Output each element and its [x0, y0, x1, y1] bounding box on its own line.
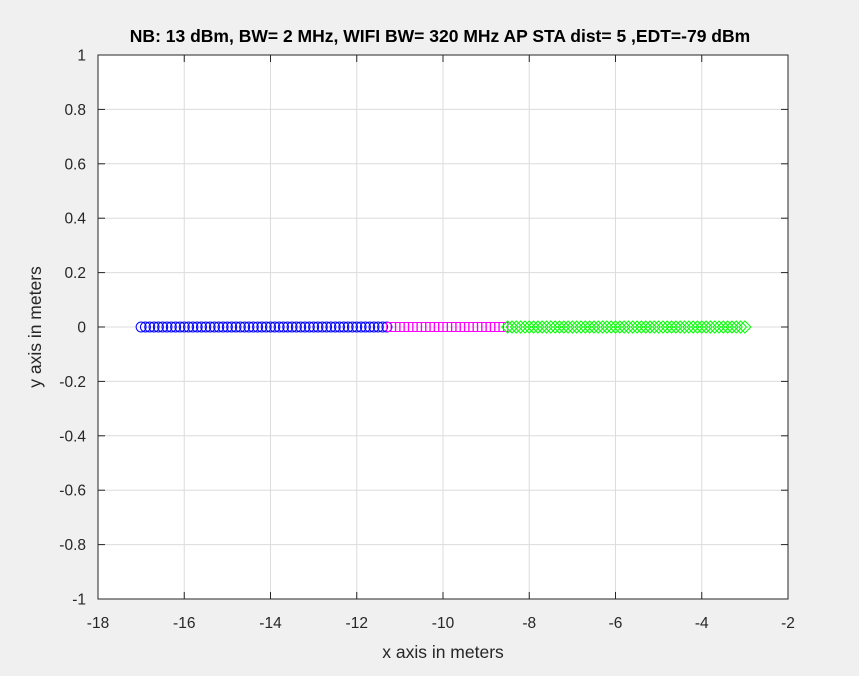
series-square	[386, 322, 509, 332]
y-tick-label: -0.2	[59, 374, 86, 391]
data-point	[234, 321, 246, 333]
chart-title: NB: 13 dBm, BW= 2 MHz, WIFI BW= 320 MHz …	[130, 26, 750, 46]
data-point	[208, 321, 220, 333]
data-point	[183, 321, 195, 333]
data-point	[303, 321, 315, 333]
data-point	[733, 320, 748, 334]
data-point	[277, 321, 289, 333]
data-point	[221, 321, 233, 333]
data-point	[351, 321, 363, 333]
data-point	[230, 321, 242, 333]
data-point	[260, 321, 272, 333]
data-point	[191, 321, 203, 333]
tick-marks	[97, 54, 789, 600]
data-point	[372, 321, 384, 333]
x-tick-label: -12	[346, 615, 368, 632]
data-point	[329, 321, 341, 333]
data-point	[334, 321, 345, 333]
data-point	[364, 321, 376, 333]
data-point	[273, 321, 285, 333]
data-point	[135, 321, 147, 333]
data-point	[256, 321, 268, 333]
data-point	[290, 321, 302, 333]
x-tick-label: -14	[259, 615, 282, 632]
data-point	[321, 321, 333, 333]
data-point	[342, 321, 354, 333]
y-axis-label: y axis in meters	[25, 266, 45, 388]
data-point	[308, 321, 320, 333]
y-tick-labels: -1 -0.8 -0.6 -0.4 -0.2 0 0.2 0.4 0.6 0.8 1	[59, 48, 86, 609]
data-point	[247, 321, 259, 333]
data-point	[243, 321, 255, 333]
x-tick-label: -2	[781, 615, 795, 632]
data-point	[144, 321, 156, 333]
data-point	[226, 321, 238, 333]
y-tick-label: -0.6	[59, 483, 86, 500]
data-point	[498, 322, 509, 332]
data-point	[239, 321, 251, 333]
y-tick-label: 0.8	[64, 102, 86, 119]
data-point	[299, 321, 311, 333]
data-point	[325, 321, 337, 333]
data-point	[165, 321, 177, 333]
data-point	[286, 321, 298, 333]
data-point	[161, 321, 173, 333]
x-tick-label: -8	[522, 615, 536, 632]
data-point	[316, 321, 328, 333]
y-tick-label: -1	[72, 592, 86, 609]
y-tick-label: 0.2	[64, 265, 86, 282]
data-point	[174, 321, 186, 333]
data-point	[359, 321, 371, 333]
data-point	[152, 321, 164, 333]
x-axis-label: x axis in meters	[382, 642, 504, 662]
data-point	[377, 321, 389, 333]
data-point	[738, 320, 752, 334]
data-point	[269, 321, 281, 333]
series-circle	[135, 321, 393, 333]
x-tick-label: -16	[173, 615, 195, 632]
y-tick-label: -0.8	[59, 537, 86, 554]
data-point	[265, 321, 276, 333]
y-tick-label: 0.6	[64, 156, 86, 173]
data-point	[346, 321, 358, 333]
data-point	[148, 321, 160, 333]
x-tick-label: -10	[432, 615, 455, 632]
data-point	[217, 321, 229, 333]
x-tick-labels: -18 -16 -14 -12 -10 -8 -6 -4 -2	[87, 615, 795, 632]
y-tick-label: 0.4	[64, 211, 86, 228]
x-tick-label: -18	[87, 615, 109, 632]
data-point	[196, 321, 207, 333]
data-point	[178, 321, 190, 333]
y-tick-label: 0	[77, 320, 86, 337]
x-tick-label: -4	[695, 615, 709, 632]
data-point	[252, 321, 264, 333]
data-point	[312, 321, 324, 333]
data-point	[338, 321, 350, 333]
data-point	[204, 321, 216, 333]
series-diamond	[500, 320, 752, 334]
data-point	[200, 321, 212, 333]
y-tick-label: -0.4	[59, 428, 86, 445]
data-point	[170, 321, 182, 333]
data-series	[135, 320, 752, 334]
y-tick-label: 1	[77, 48, 86, 65]
data-point	[282, 321, 294, 333]
data-point	[355, 321, 367, 333]
data-point	[368, 321, 380, 333]
data-point	[187, 321, 199, 333]
data-point	[139, 321, 151, 333]
x-tick-label: -6	[609, 615, 623, 632]
data-point	[295, 321, 307, 333]
data-point	[157, 321, 169, 333]
data-point	[213, 321, 225, 333]
